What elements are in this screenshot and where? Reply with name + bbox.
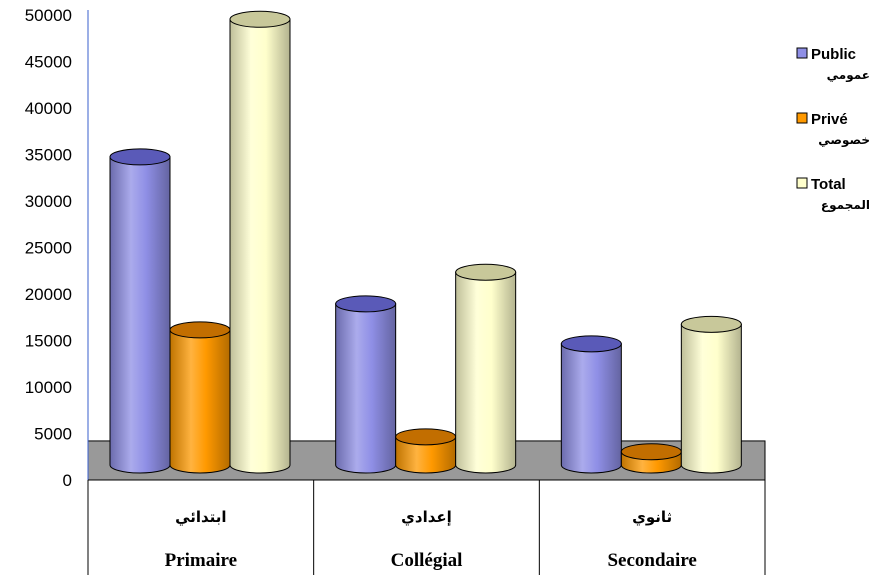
y-tick-label: 40000 <box>25 99 72 118</box>
bar-top-total-1 <box>455 263 517 281</box>
legend-label-ar: عمومي <box>827 68 870 83</box>
category-table: ابتدائي Primaire إعدادي Collégial ثانوي Secon… <box>87 479 766 575</box>
y-axis: 0 5000 10000 15000 20000 25000 30000 35000 40000… <box>25 6 89 490</box>
bar-top-priv-2 <box>620 443 682 461</box>
category-label-ar: إعدادي <box>401 508 452 527</box>
y-tick-label: 35000 <box>25 146 72 165</box>
bar-top-public-0 <box>109 148 171 166</box>
category-label: Collégial <box>391 550 463 571</box>
bar-total-2 <box>680 323 742 474</box>
legend-label-ar: خصوصي <box>818 133 870 148</box>
bar-public-1 <box>335 303 397 474</box>
bar-public-0 <box>109 156 171 474</box>
legend-label: Privé <box>811 111 848 128</box>
legend-swatch <box>796 47 808 59</box>
y-tick-label: 10000 <box>25 378 72 397</box>
bars <box>109 10 742 474</box>
y-tick-label: 20000 <box>25 285 72 304</box>
y-tick-label: 30000 <box>25 192 72 211</box>
y-tick-label: 0 <box>63 471 72 490</box>
y-tick-label: 25000 <box>25 239 72 258</box>
category-label-ar: ابتدائي <box>175 508 227 526</box>
y-tick-label: 5000 <box>34 425 72 444</box>
y-tick-label: 45000 <box>25 53 72 72</box>
y-tick-label: 15000 <box>25 332 72 351</box>
category-label: Secondaire <box>607 550 696 571</box>
legend-swatch <box>796 177 808 189</box>
legend: Public عمومي Privé خصوصي Total المجموع <box>796 46 870 213</box>
y-tick-label: 50000 <box>25 6 72 25</box>
bar-top-public-2 <box>560 335 622 353</box>
legend-swatch <box>796 112 808 124</box>
category-label: Primaire <box>165 550 237 571</box>
bar-total-0 <box>229 18 291 474</box>
legend-label: Total <box>811 176 846 193</box>
bar-top-public-1 <box>335 295 397 313</box>
legend-label-ar: المجموع <box>821 198 870 213</box>
bar-total-1 <box>455 271 517 474</box>
bar-top-total-2 <box>680 315 742 333</box>
bar-priv-0 <box>169 329 231 474</box>
bar-top-priv-0 <box>169 321 231 339</box>
category-label-ar: ثانوي <box>632 508 672 527</box>
bar-top-priv-1 <box>395 428 457 446</box>
bar-priv-1 <box>395 436 457 474</box>
bar-top-total-0 <box>229 10 291 28</box>
legend-label: Public <box>811 46 856 63</box>
bar-public-2 <box>560 343 622 474</box>
